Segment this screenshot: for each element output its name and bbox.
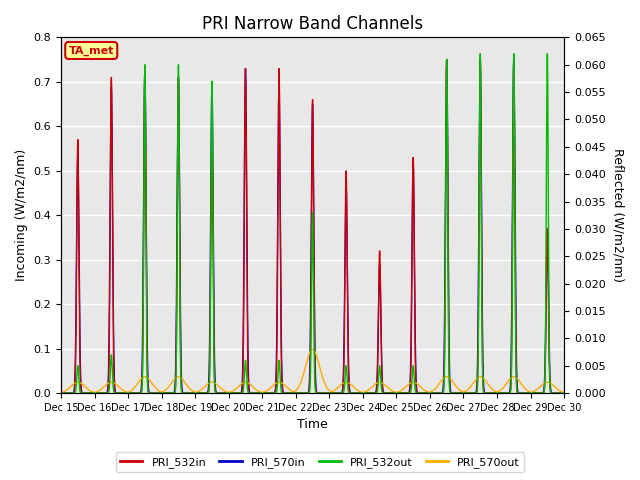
PRI_570in [57,390,65,396]
PRI_532in [164,390,172,396]
PRI_532out [57,390,65,396]
PRI_570out [246,381,253,386]
PRI_570out [159,389,167,395]
PRI_532in [559,390,566,396]
PRI_570in [159,390,167,396]
PRI_532out [381,390,389,396]
PRI_532in [381,390,389,396]
PRI_532out [164,390,172,396]
PRI_570out [164,384,172,390]
Line: PRI_532out: PRI_532out [61,54,564,393]
Line: PRI_532in: PRI_532in [61,60,564,393]
PRI_532out [246,390,253,396]
Legend: PRI_532in, PRI_570in, PRI_532out, PRI_570out: PRI_532in, PRI_570in, PRI_532out, PRI_57… [116,452,524,472]
Title: PRI Narrow Band Channels: PRI Narrow Band Channels [202,15,423,33]
PRI_570in [559,390,566,396]
PRI_570in [246,388,253,394]
PRI_570in [510,57,518,62]
PRI_532in [159,390,167,396]
PRI_532out [559,390,566,396]
PRI_532in [510,57,518,62]
PRI_532out [543,51,551,57]
PRI_532in [246,390,253,396]
Text: TA_met: TA_met [68,45,114,56]
PRI_532in [453,390,461,396]
PRI_532out [560,390,568,396]
Y-axis label: Reflected (W/m2/nm): Reflected (W/m2/nm) [612,148,625,282]
PRI_570out [453,384,461,390]
PRI_570out [308,347,316,352]
PRI_532in [560,390,568,396]
PRI_570in [560,390,568,396]
PRI_570out [382,383,390,388]
PRI_532out [159,390,167,396]
PRI_570out [560,390,568,396]
PRI_570in [381,390,389,396]
PRI_532out [453,390,461,396]
X-axis label: Time: Time [297,419,328,432]
PRI_570in [453,390,461,396]
PRI_570out [57,390,65,396]
Line: PRI_570in: PRI_570in [61,60,564,393]
PRI_570out [559,389,566,395]
Y-axis label: Incoming (W/m2/nm): Incoming (W/m2/nm) [15,149,28,281]
PRI_570in [164,390,172,396]
PRI_532in [57,390,65,396]
Line: PRI_570out: PRI_570out [61,349,564,393]
